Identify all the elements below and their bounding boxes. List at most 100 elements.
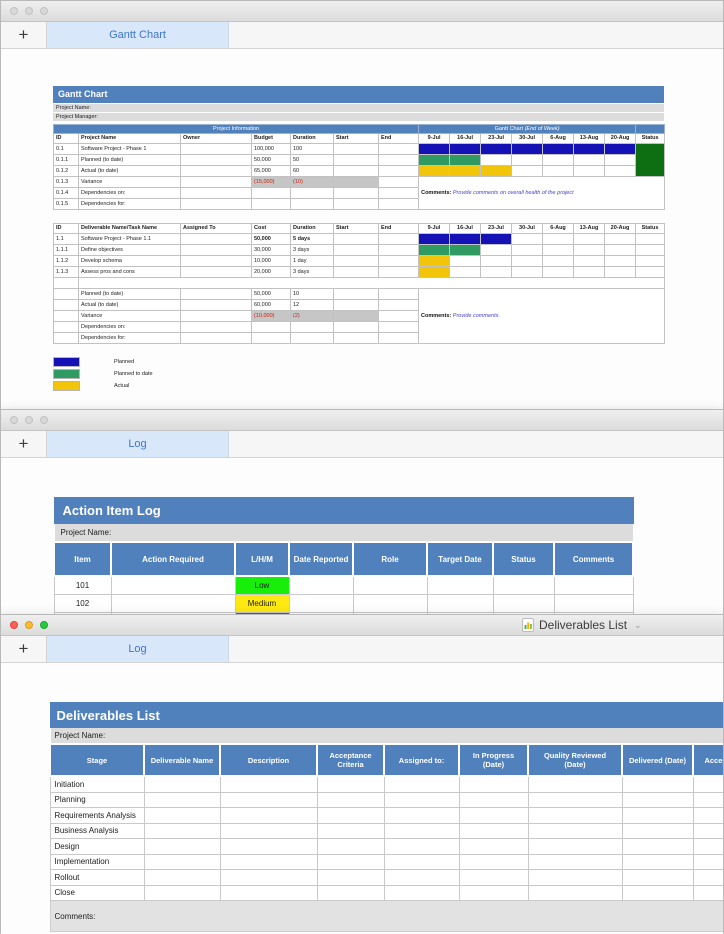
comments-row: Comments: (49, 900, 723, 932)
gantt-bar-planned[interactable] (418, 233, 450, 245)
action-item-log-table: Action Item Log Project Name: Item Actio… (53, 497, 635, 615)
sheet-tab-bar: + Log (1, 636, 723, 663)
window-action-item-log: + Log Action Item Log Project Name: Item… (0, 409, 724, 615)
traffic-lights (10, 621, 48, 629)
summary-cell[interactable]: Summary (78, 277, 665, 289)
status-cell-green[interactable] (635, 143, 666, 177)
sheet-canvas[interactable]: Action Item Log Project Name: Item Actio… (1, 458, 723, 615)
sheet-canvas[interactable]: Deliverables List Project Name: Stage De… (1, 663, 723, 934)
table-row: 103 High (53, 612, 634, 615)
close-button[interactable] (10, 416, 18, 424)
zoom-button[interactable] (40, 621, 48, 629)
gantt-sheet: Gantt Chart Project Name: Project Manage… (52, 86, 666, 393)
titlebar[interactable]: Deliverables List ⌄ (1, 615, 723, 636)
action-item-log-sheet: Action Item Log Project Name: Item Actio… (53, 497, 635, 615)
table-title: Gantt Chart (53, 86, 664, 103)
table-title: Action Item Log (53, 497, 634, 524)
gantt-bar-actual[interactable] (418, 255, 450, 267)
table-row: Design (49, 838, 723, 855)
add-sheet-button[interactable]: + (1, 22, 47, 48)
legend-item: Planned (53, 357, 664, 367)
comments-cell[interactable]: Comments: Provide comments. (418, 288, 665, 344)
table-row: Requirements Analysis (49, 807, 723, 824)
sheet-tab-bar: + Gantt Chart (1, 22, 723, 49)
document-title[interactable]: Deliverables List ⌄ (522, 617, 642, 633)
tab-log[interactable]: Log (47, 636, 229, 662)
tab-gantt-chart[interactable]: Gantt Chart (47, 22, 229, 48)
table-header-row: Item Action Required L/H/M Date Reported… (53, 541, 635, 577)
window-gantt-chart: + Gantt Chart Gantt Chart Project Name: … (0, 0, 724, 410)
comments-cell[interactable]: Comments: Provide comments on overall he… (418, 176, 666, 210)
table-row: 1.1 Software Project - Phase 1.1 50,000 5 … (53, 233, 665, 245)
table-row: Dependencies on: (53, 321, 665, 333)
gantt-bar-actual[interactable] (418, 165, 451, 177)
minimize-button[interactable] (25, 7, 33, 15)
table-row: 0.1.1 Planned (to date) 50,000 50 (53, 154, 665, 166)
table-row: 0.1.3 Variance (15,000) (10) Comments: Pro… (53, 176, 666, 210)
table-row: 101 Low (53, 575, 634, 595)
project-name-row: Project Name: (49, 727, 723, 745)
sheet-tab-bar: + Log (1, 431, 723, 458)
table-row: Planned (to date) 50,000 10 Comments: Pro… (53, 288, 665, 344)
summary-row: Summary (53, 277, 665, 289)
table-row: 0.1 Software Project - Phase 1 100,000 100 (53, 143, 666, 177)
table-row: Close (49, 884, 723, 901)
gantt-legend: Planned Planned to date Actual (53, 357, 664, 391)
comments-cell[interactable]: Comments: (49, 900, 723, 932)
minimize-button[interactable] (25, 621, 33, 629)
minimize-button[interactable] (25, 416, 33, 424)
gantt-bar-planned[interactable] (418, 143, 451, 155)
project-manager-row[interactable]: Project Manager: (53, 113, 664, 121)
titlebar[interactable] (1, 410, 723, 431)
traffic-lights (10, 416, 48, 424)
table-row: 0.1.4 Dependencies on: (53, 187, 665, 199)
table-row: 0.1.5 Dependencies for: (53, 198, 665, 210)
table-title: Deliverables List (49, 702, 723, 728)
add-sheet-button[interactable]: + (1, 431, 47, 457)
window-deliverables-list: Deliverables List ⌄ + Log Deliverables L… (0, 614, 724, 934)
table-header-row: Stage Deliverable Name Description Accep… (49, 743, 723, 777)
legend-item: Planned to date (53, 369, 664, 379)
titlebar[interactable] (1, 1, 723, 22)
priority-cell-low[interactable]: Low (234, 575, 290, 595)
table-row: Project Information Gantt Chart (End of … (52, 124, 666, 134)
deliverables-list-table: Deliverables List Project Name: Stage De… (49, 702, 723, 932)
planned-swatch (53, 357, 80, 367)
gantt-bar-actual[interactable] (418, 266, 450, 278)
priority-cell-medium[interactable]: Medium (234, 594, 290, 613)
table-row: Implementation (49, 853, 723, 870)
gantt-bar-planned-to-date[interactable] (418, 244, 450, 256)
add-sheet-button[interactable]: + (1, 636, 47, 662)
table-header-row: ID Deliverable Name/Task Name Assigned To… (53, 223, 665, 234)
actual-swatch (53, 381, 80, 391)
table-row: 1.1.2 Develop schema 10,000 1 day (53, 255, 665, 267)
chevron-down-icon[interactable]: ⌄ (634, 619, 642, 630)
table-row: Business Analysis (49, 822, 723, 839)
project-name-row[interactable]: Project Name: (53, 104, 664, 112)
table-row: 0.1.2 Actual (to date) 65,000 60 (53, 165, 665, 177)
zoom-button[interactable] (40, 416, 48, 424)
table-title-row: Deliverables List (49, 702, 723, 728)
legend-item: Actual (53, 381, 664, 391)
table-title-row: Action Item Log (53, 497, 634, 524)
table-row: 102 Medium (53, 594, 634, 613)
tab-log[interactable]: Log (47, 431, 229, 457)
project-name-row: Project Name: (53, 523, 634, 543)
close-button[interactable] (10, 621, 18, 629)
deliverables-task-table: ID Deliverable Name/Task Name Assigned To… (53, 223, 665, 344)
gantt-banner: Gantt Chart (End of Week) (418, 124, 637, 134)
close-button[interactable] (10, 7, 18, 15)
table-header-row: ID Project Name Owner Budget Duration Start… (53, 133, 666, 144)
table-row: Rollout (49, 869, 723, 886)
table-row: Planning (49, 791, 723, 808)
gantt-bar-planned-to-date[interactable] (418, 154, 451, 166)
planned-to-date-swatch (53, 369, 80, 379)
table-row: 1.1.1 Define objectives 30,000 3 days (53, 244, 665, 256)
zoom-button[interactable] (40, 7, 48, 15)
sheet-canvas[interactable]: Gantt Chart Project Name: Project Manage… (1, 49, 723, 410)
table-row: Initiation (49, 775, 723, 793)
document-title-text: Deliverables List (539, 618, 628, 632)
table-row: 1.1.3 Assess pros and cons 20,000 3 days (53, 266, 665, 278)
project-information-banner: Project Information (52, 124, 420, 134)
spreadsheet-doc-icon (522, 618, 534, 632)
